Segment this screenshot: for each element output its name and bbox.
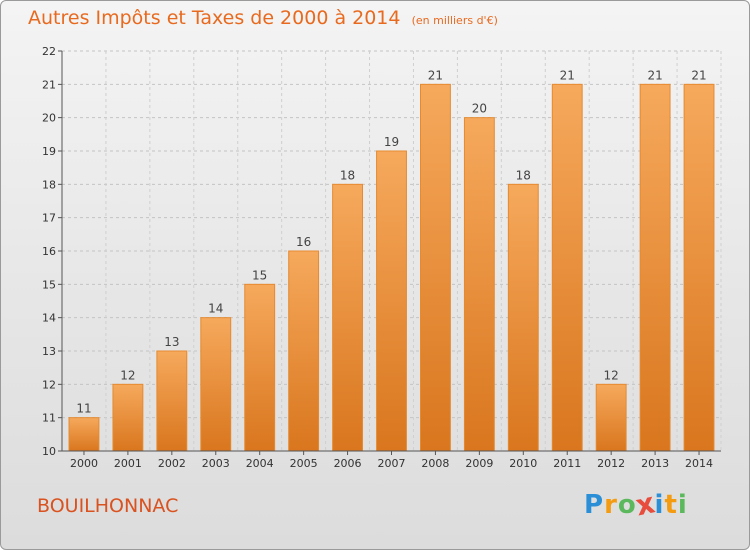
logo-letter: o [617, 490, 637, 520]
proxiti-logo: Proxiti [584, 487, 688, 523]
data-label: 16 [296, 235, 311, 249]
x-tick-label: 2002 [158, 457, 186, 470]
x-tick-label: 2010 [509, 457, 537, 470]
data-label: 11 [76, 402, 91, 416]
bar [419, 83, 451, 452]
chart-title: Autres Impôts et Taxes de 2000 à 2014 (e… [28, 7, 498, 29]
bar [68, 417, 100, 452]
data-label: 18 [340, 168, 355, 182]
x-tick-label: 2011 [553, 457, 581, 470]
y-tick-label: 16 [42, 245, 56, 258]
logo-letter: P [584, 490, 605, 520]
y-tick-label: 12 [42, 378, 56, 391]
data-label: 21 [647, 68, 662, 82]
y-tick-label: 10 [42, 445, 56, 458]
location-name: BOUILHONNAC [37, 495, 179, 517]
x-tick-label: 2009 [465, 457, 493, 470]
x-tick-label: 2001 [114, 457, 142, 470]
x-tick-label: 2005 [290, 457, 318, 470]
x-tick-label: 2013 [641, 457, 669, 470]
data-label: 12 [120, 368, 135, 382]
x-tick-label: 2006 [334, 457, 362, 470]
axes [58, 50, 721, 455]
bar [551, 83, 583, 452]
y-tick-label: 19 [42, 145, 56, 158]
logo-letter: r [604, 490, 618, 520]
y-tick-label: 18 [42, 178, 56, 191]
bar [376, 150, 407, 452]
y-tick-label: 15 [42, 278, 56, 291]
labels: 10 11 12 13 14 15 16 17 18 19 20 21 22 11 2000 12 2001 13… [42, 45, 713, 470]
data-label: 21 [560, 68, 575, 82]
data-label: 20 [472, 102, 487, 116]
data-label: 14 [208, 302, 223, 316]
bar [112, 383, 144, 452]
y-tick-label: 11 [42, 412, 56, 425]
x-tick-label: 2007 [378, 457, 406, 470]
y-tick-label: 22 [42, 45, 56, 58]
bar [200, 317, 232, 452]
bar [332, 183, 364, 452]
bar [156, 350, 188, 452]
bar [288, 250, 320, 452]
bar [463, 117, 495, 452]
chart-title-text: Autres Impôts et Taxes de 2000 à 2014 [28, 7, 401, 29]
x-tick-label: 2000 [70, 457, 98, 470]
y-tick-label: 13 [42, 345, 56, 358]
data-label: 13 [164, 335, 179, 349]
x-tick-label: 2004 [246, 457, 274, 470]
data-label: 18 [516, 168, 531, 182]
x-tick-label: 2014 [685, 457, 713, 470]
x-tick-label: 2012 [597, 457, 625, 470]
x-tick-label: 2008 [421, 457, 449, 470]
bar [683, 83, 715, 452]
x-tick-label: 2003 [202, 457, 230, 470]
logo-letter: t [664, 490, 678, 520]
bar [507, 183, 539, 452]
bars [68, 83, 715, 452]
bar [244, 283, 276, 452]
bar [595, 383, 627, 452]
y-tick-label: 21 [42, 78, 56, 91]
logo-letter: i [677, 490, 688, 520]
data-label: 21 [428, 68, 443, 82]
y-tick-label: 14 [42, 312, 56, 325]
y-tick-label: 20 [42, 112, 56, 125]
data-label: 12 [604, 368, 619, 382]
y-tick-label: 17 [42, 212, 56, 225]
logo-letter: i [654, 490, 665, 520]
data-label: 19 [384, 135, 399, 149]
data-label: 21 [691, 68, 706, 82]
chart-unit: (en milliers d'€) [411, 14, 498, 27]
data-label: 15 [252, 268, 267, 282]
bar [639, 83, 671, 452]
